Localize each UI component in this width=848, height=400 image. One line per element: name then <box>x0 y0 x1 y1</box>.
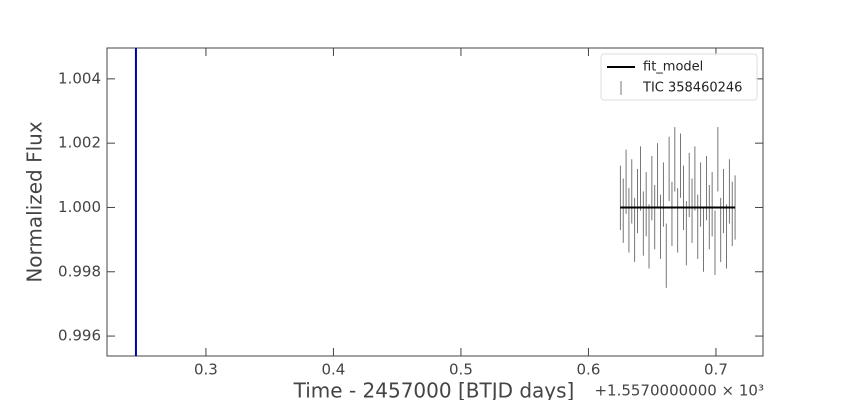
legend-label: fit_model <box>643 60 703 75</box>
y-tick-label: 0.996 <box>58 327 101 345</box>
x-offset-label: +1.5570000000 × 10³ <box>594 382 764 400</box>
x-tick-label: 0.5 <box>449 361 473 379</box>
x-tick-label: 0.7 <box>704 361 728 379</box>
x-axis-label: Time - 2457000 [BTJD days] <box>293 379 575 400</box>
x-tick-label: 0.3 <box>194 361 218 379</box>
x-tick-label: 0.4 <box>322 361 346 379</box>
y-axis-label: Normalized Flux <box>23 121 47 283</box>
y-tick-label: 0.998 <box>58 262 101 280</box>
y-tick-label: 1.004 <box>58 69 101 87</box>
plot-frame <box>106 47 764 357</box>
y-tick-label: 1.002 <box>58 134 101 152</box>
legend-box <box>600 53 758 101</box>
y-tick-label: 1.000 <box>58 198 101 216</box>
legend-label: TIC 358460246 <box>642 81 742 96</box>
x-tick-label: 0.6 <box>577 361 601 379</box>
